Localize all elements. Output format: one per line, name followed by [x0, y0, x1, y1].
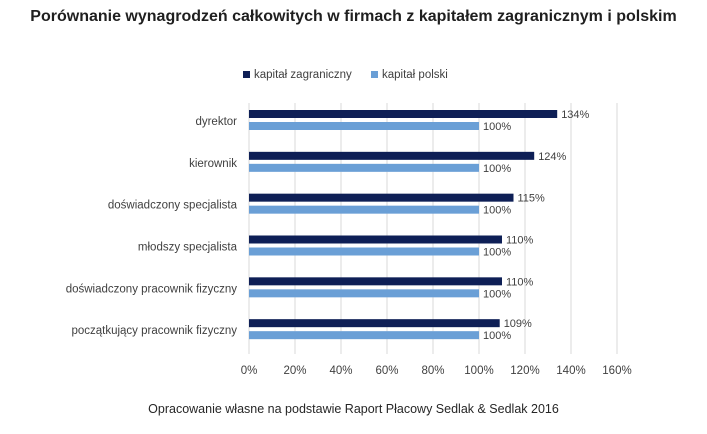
- category-label: dyrektor: [195, 116, 237, 128]
- bar-chart: 0% 20% 40% 60% 80% 100% 120% 140% 160% kapitał za…: [66, 69, 632, 377]
- bar-polish: [249, 205, 479, 214]
- bar-foreign: [249, 151, 535, 160]
- bar-polish: [249, 247, 479, 256]
- x-tick-label: 140%: [556, 365, 585, 377]
- bar-foreign: [249, 277, 502, 286]
- data-label-polish: 100%: [483, 247, 511, 259]
- bar-foreign: [249, 193, 514, 202]
- legend-label-polish: kapitał polski: [382, 69, 448, 81]
- x-tick-label: 80%: [421, 365, 444, 377]
- data-label-polish: 100%: [483, 121, 511, 133]
- category-label: początkujący pracownik fizyczny: [71, 325, 237, 337]
- data-label-foreign: 124%: [538, 151, 566, 163]
- x-tick-label: 160%: [602, 365, 631, 377]
- legend-swatch-foreign: [243, 71, 250, 78]
- data-label-foreign: 115%: [518, 193, 546, 205]
- x-tick-label: 60%: [375, 365, 398, 377]
- data-label-polish: 100%: [483, 205, 511, 217]
- bar-polish: [249, 163, 479, 172]
- bar-polish: [249, 331, 479, 340]
- source-note: Opracowanie własne na podstawie Raport P…: [148, 402, 559, 416]
- bar-foreign: [249, 110, 558, 118]
- legend-label-foreign: kapitał zagraniczny: [254, 69, 352, 81]
- data-label-polish: 100%: [483, 288, 511, 300]
- chart-title: Porównanie wynagrodzeń całkowitych w fir…: [30, 8, 677, 25]
- x-tick-label: 20%: [283, 365, 306, 377]
- x-tick-label: 40%: [329, 365, 352, 377]
- data-label-foreign: 109%: [504, 318, 532, 330]
- bar-polish: [249, 289, 479, 298]
- bar-polish: [249, 122, 479, 130]
- category-label: młodszy specjalista: [138, 242, 238, 254]
- data-label-foreign: 134%: [561, 109, 589, 121]
- x-tick-label: 100%: [464, 365, 493, 377]
- data-label-foreign: 110%: [506, 276, 534, 288]
- category-label: kierownik: [189, 158, 237, 170]
- legend-swatch-polish: [371, 71, 378, 78]
- category-label: doświadczony pracownik fizyczny: [66, 283, 238, 295]
- bar-foreign: [249, 235, 502, 244]
- x-tick-label: 0%: [241, 365, 258, 377]
- data-label-polish: 100%: [483, 163, 511, 175]
- data-label-polish: 100%: [483, 330, 511, 342]
- x-tick-label: 120%: [510, 365, 539, 377]
- category-label: doświadczony specjalista: [108, 200, 238, 212]
- bar-foreign: [249, 319, 500, 328]
- data-label-foreign: 110%: [506, 235, 534, 247]
